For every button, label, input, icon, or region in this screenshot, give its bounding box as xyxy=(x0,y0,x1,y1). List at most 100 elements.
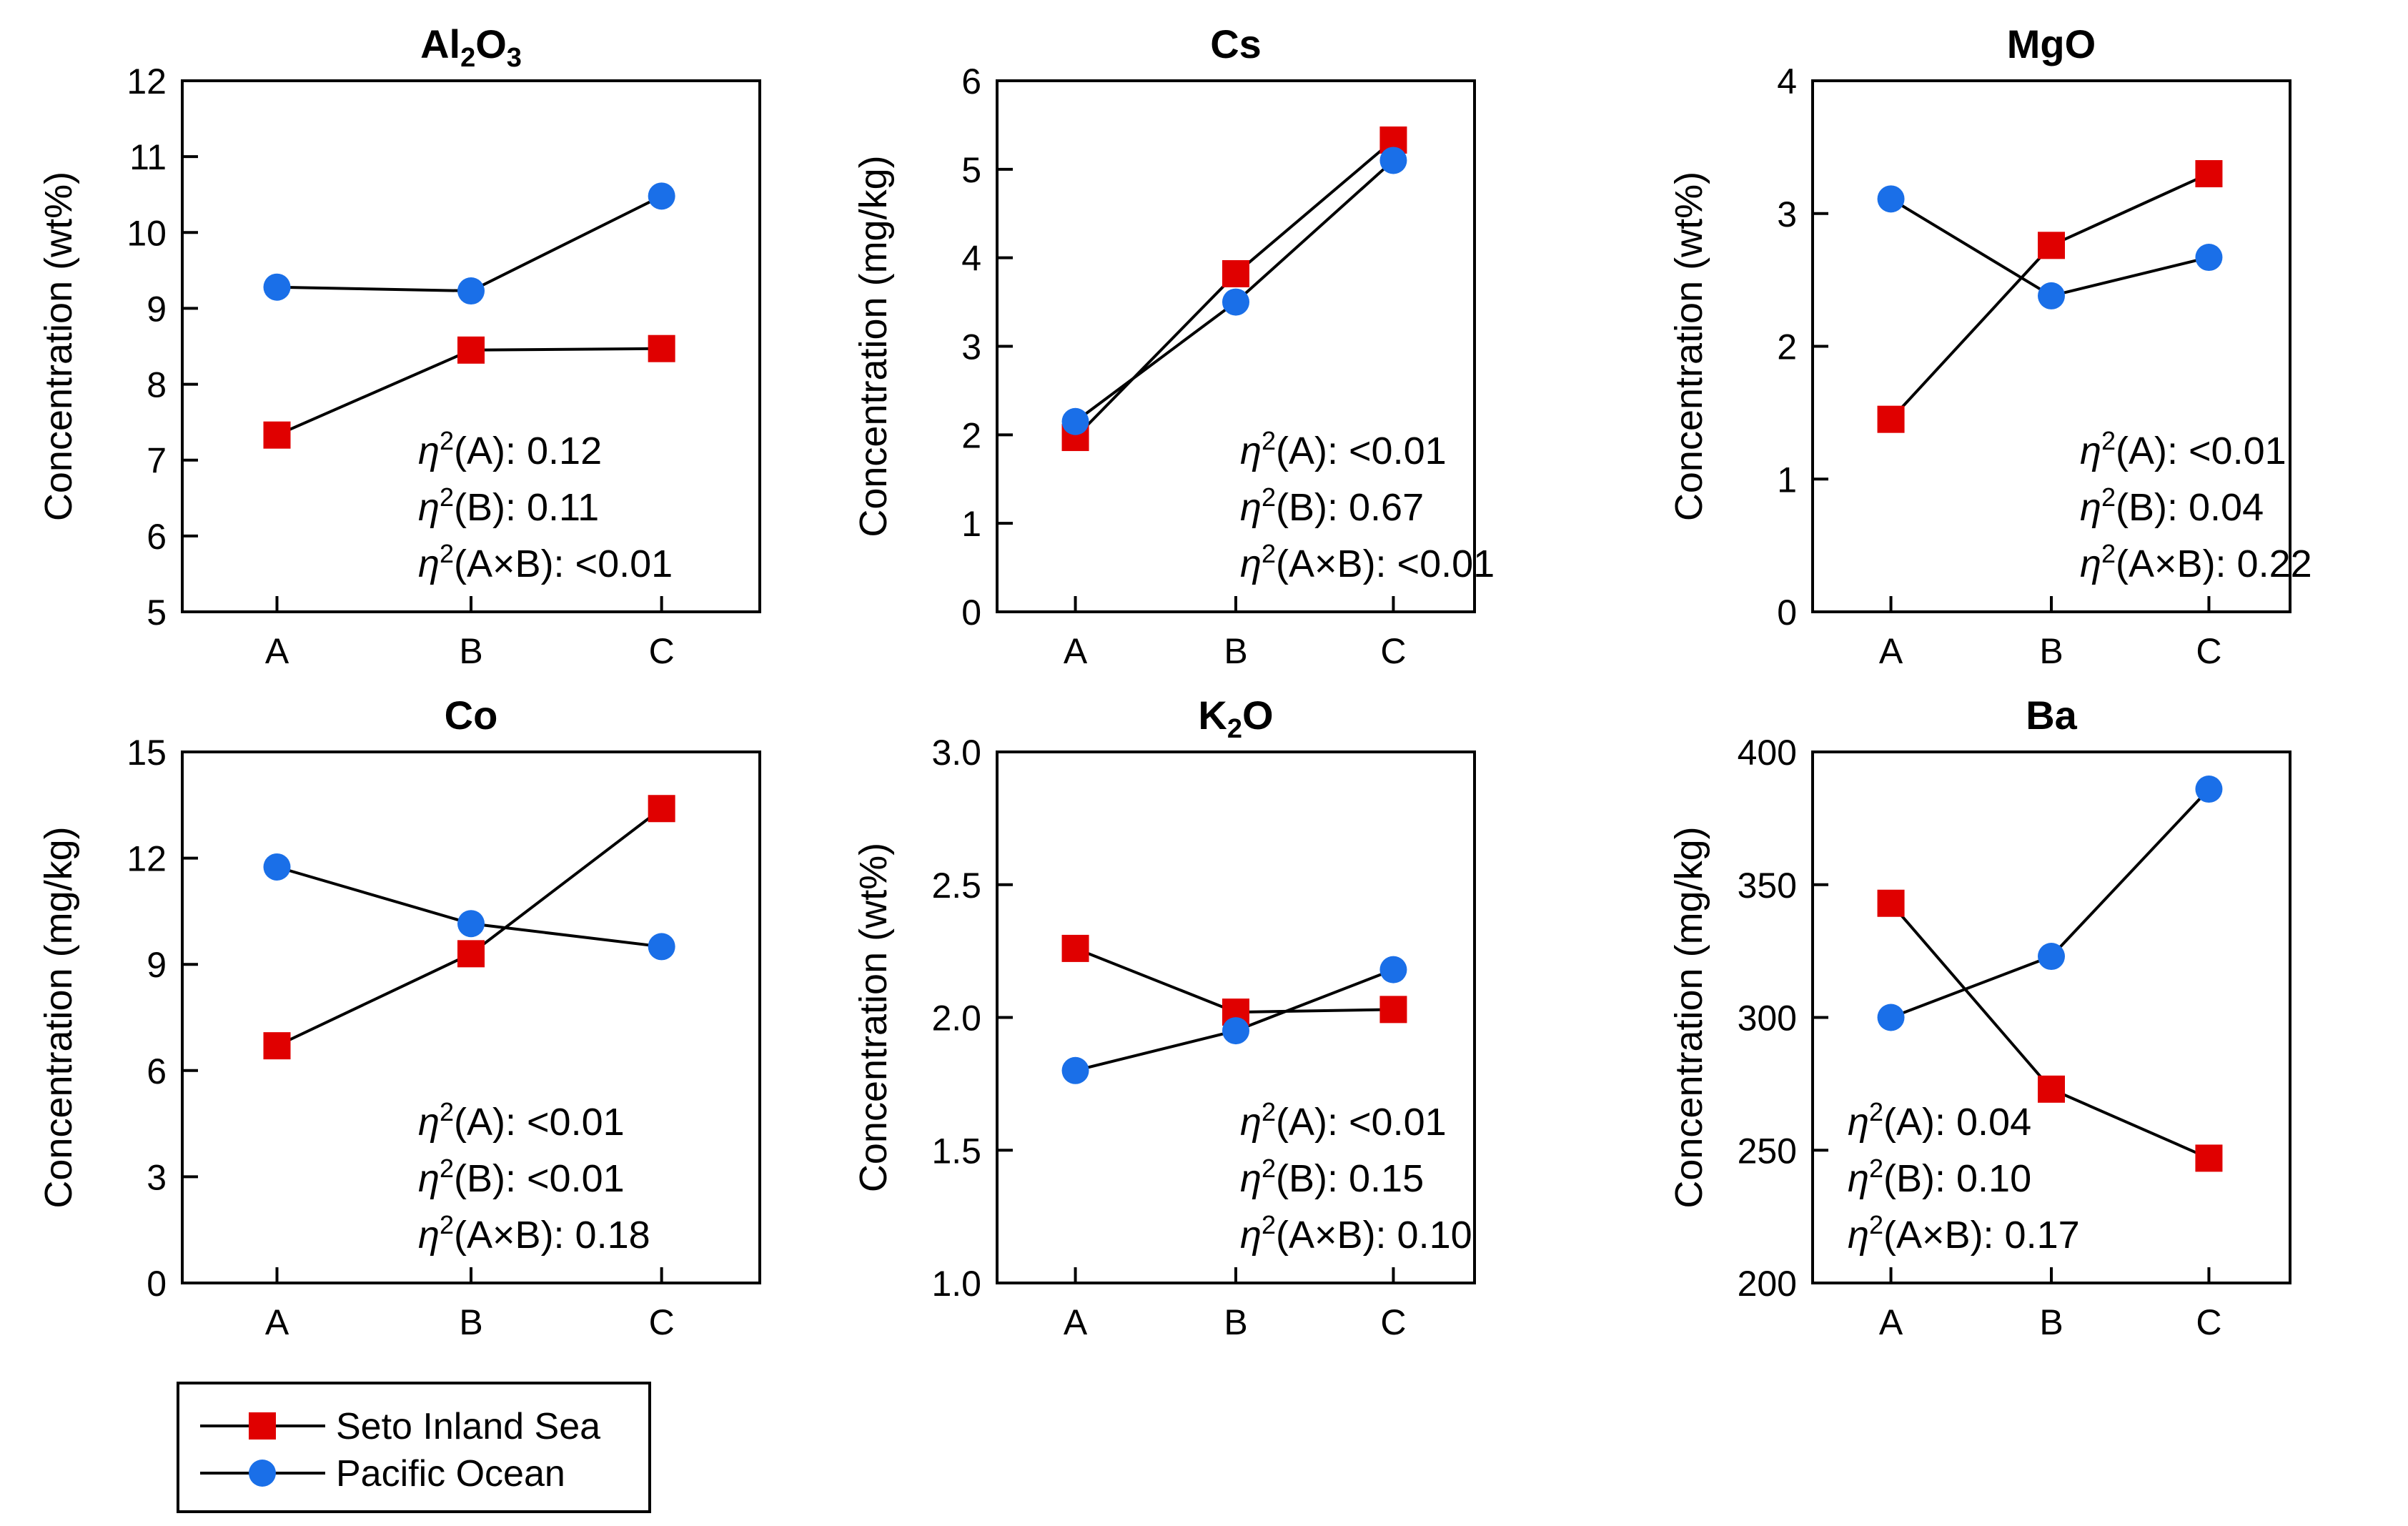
eta-superscript: 2 xyxy=(1262,482,1276,512)
y-tick-label: 12 xyxy=(127,61,167,101)
eta-symbol: η xyxy=(1848,1101,1869,1144)
eta-annotation: η2(A): <0.01 xyxy=(2080,426,2286,472)
y-tick-label: 9 xyxy=(147,945,167,985)
eta-value: (A): <0.01 xyxy=(2116,430,2286,472)
pacific-marker xyxy=(457,910,485,938)
y-tick-label: 10 xyxy=(127,213,167,253)
chart-title: Ba xyxy=(2026,693,2077,738)
y-tick-label: 6 xyxy=(147,1051,167,1091)
eta-superscript: 2 xyxy=(440,1210,454,1239)
eta-superscript: 2 xyxy=(1262,1097,1276,1126)
eta-annotation: η2(B): 0.11 xyxy=(418,482,599,529)
eta-value: (B): 0.10 xyxy=(1883,1157,2031,1200)
pacific-marker xyxy=(648,182,675,210)
y-tick-label: 3 xyxy=(147,1157,167,1197)
eta-value: (A×B): 0.17 xyxy=(1883,1214,2080,1257)
chart-title: MgO xyxy=(2007,21,2096,66)
chart-panel-5: Ba 200 250 300 350 400 A B C Concentration (mg/kg… xyxy=(1668,693,2291,1342)
eta-superscript: 2 xyxy=(440,1154,454,1183)
eta-annotation: η2(A×B): <0.01 xyxy=(418,539,673,585)
y-tick-label: 1 xyxy=(961,504,981,544)
y-tick-label: 8 xyxy=(147,365,167,405)
legend-box xyxy=(177,1382,651,1513)
y-tick-label: 2.5 xyxy=(931,866,981,906)
seto-marker xyxy=(263,421,291,449)
pacific-marker xyxy=(648,933,675,961)
eta-annotation: η2(A): 0.12 xyxy=(418,426,602,472)
eta-value: (A×B): 0.18 xyxy=(454,1214,650,1257)
x-tick-label: B xyxy=(2039,1302,2063,1342)
x-tick-label: C xyxy=(2196,1302,2221,1342)
eta-value: (A): <0.01 xyxy=(1276,1101,1447,1144)
y-tick-label: 250 xyxy=(1738,1131,1797,1171)
legend: Seto Inland Sea Pacific Ocean xyxy=(177,1382,651,1513)
seto-marker xyxy=(2195,1144,2223,1172)
eta-annotation: η2(B): <0.01 xyxy=(418,1154,625,1200)
y-tick-label: 3 xyxy=(1777,194,1797,234)
y-tick-label: 3.0 xyxy=(931,733,981,773)
eta-value: (A): 0.04 xyxy=(1883,1101,2031,1144)
y-tick-label: 12 xyxy=(127,839,167,879)
legend-label: Pacific Ocean xyxy=(336,1453,565,1495)
y-tick-label: 0 xyxy=(1777,593,1797,633)
y-tick-label: 7 xyxy=(147,441,167,481)
eta-symbol: η xyxy=(1848,1214,1869,1257)
pacific-marker xyxy=(2038,282,2065,309)
eta-superscript: 2 xyxy=(2101,482,2116,512)
seto-marker xyxy=(1877,405,1905,433)
eta-annotation: η2(B): 0.04 xyxy=(2080,482,2264,529)
eta-superscript: 2 xyxy=(1869,1210,1883,1239)
y-tick-label: 5 xyxy=(147,593,167,633)
title-part: MgO xyxy=(2007,21,2096,66)
eta-value: (A): 0.12 xyxy=(454,430,602,472)
plot-frame xyxy=(181,750,761,1284)
eta-annotation: η2(A): 0.04 xyxy=(1848,1097,2031,1144)
eta-superscript: 2 xyxy=(440,482,454,512)
title-part: Co xyxy=(445,693,498,738)
eta-symbol: η xyxy=(418,1214,440,1257)
seto-marker xyxy=(457,336,485,364)
title-part: Cs xyxy=(1210,21,1262,66)
eta-superscript: 2 xyxy=(1262,539,1276,568)
eta-annotation: η2(A×B): 0.17 xyxy=(1848,1210,2080,1257)
eta-superscript: 2 xyxy=(1262,1210,1276,1239)
y-tick-label: 2 xyxy=(1777,327,1797,367)
pacific-marker xyxy=(2195,244,2223,272)
eta-annotation: η2(A×B): 0.18 xyxy=(418,1210,650,1257)
eta-value: (A×B): 0.10 xyxy=(1276,1214,1472,1257)
eta-symbol: η xyxy=(1240,430,1262,472)
x-tick-label: B xyxy=(459,1302,482,1342)
x-tick-label: A xyxy=(1064,631,1088,671)
y-tick-label: 6 xyxy=(147,517,167,557)
x-tick-label: A xyxy=(1879,631,1903,671)
legend-label: Seto Inland Sea xyxy=(336,1406,600,1447)
seto-marker xyxy=(2195,160,2223,188)
eta-symbol: η xyxy=(418,1157,440,1200)
pacific-marker xyxy=(263,273,291,301)
eta-annotation: η2(B): 0.67 xyxy=(1240,482,1424,529)
eta-annotation: η2(A): <0.01 xyxy=(418,1097,625,1144)
eta-annotation: η2(A×B): 0.22 xyxy=(2080,539,2312,585)
x-tick-label: C xyxy=(649,1302,675,1342)
y-tick-label: 1.5 xyxy=(931,1131,981,1171)
eta-symbol: η xyxy=(2080,542,2101,585)
seto-marker xyxy=(2038,232,2065,259)
eta-value: (B): 0.67 xyxy=(1276,486,1424,529)
title-part: Ba xyxy=(2026,693,2077,738)
eta-annotation: η2(B): 0.10 xyxy=(1848,1154,2031,1200)
x-tick-label: A xyxy=(265,631,289,671)
chart-title: Cs xyxy=(1210,21,1262,66)
eta-symbol: η xyxy=(1240,486,1262,529)
eta-superscript: 2 xyxy=(440,1097,454,1126)
eta-symbol: η xyxy=(1848,1157,1869,1200)
chart-title: K2O xyxy=(1198,693,1273,744)
pacific-marker xyxy=(1061,407,1089,435)
legend-marker-square xyxy=(249,1412,276,1440)
chart-title: Al2O3 xyxy=(420,21,522,73)
y-tick-label: 350 xyxy=(1738,866,1797,906)
title-subscript: 3 xyxy=(507,43,522,73)
eta-symbol: η xyxy=(2080,430,2101,472)
